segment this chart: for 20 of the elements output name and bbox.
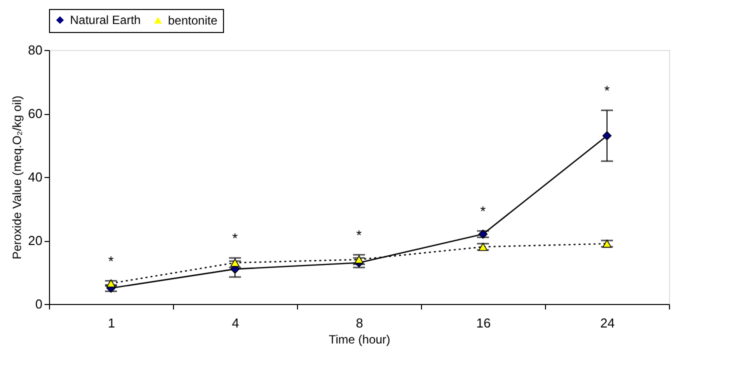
x-tick-label: 1 [108, 316, 116, 330]
y-tick-label: 60 [28, 106, 42, 121]
legend-label: bentonite [168, 13, 218, 28]
x-tick-label: 16 [476, 316, 491, 330]
y-tick-label: 80 [28, 42, 42, 58]
y-tick-label: 0 [35, 296, 42, 312]
legend-label: Natural Earth [70, 13, 141, 28]
point [602, 131, 612, 140]
annotation: * [604, 82, 610, 98]
x-axis-title: Time (hour) [328, 332, 390, 346]
y-tick-label: 40 [28, 170, 42, 184]
y-axis-title: Peroxide Value (meq.O₂/kg oil) [10, 96, 24, 260]
x-tick-label: 4 [232, 316, 240, 330]
annotation: * [356, 226, 362, 243]
y-tick-label: 20 [28, 233, 42, 248]
annotation: * [108, 252, 114, 269]
x-tick-label: 24 [600, 316, 615, 330]
annotation: * [232, 230, 238, 246]
x-tick-label: 8 [356, 316, 364, 330]
annotation: * [480, 202, 486, 219]
